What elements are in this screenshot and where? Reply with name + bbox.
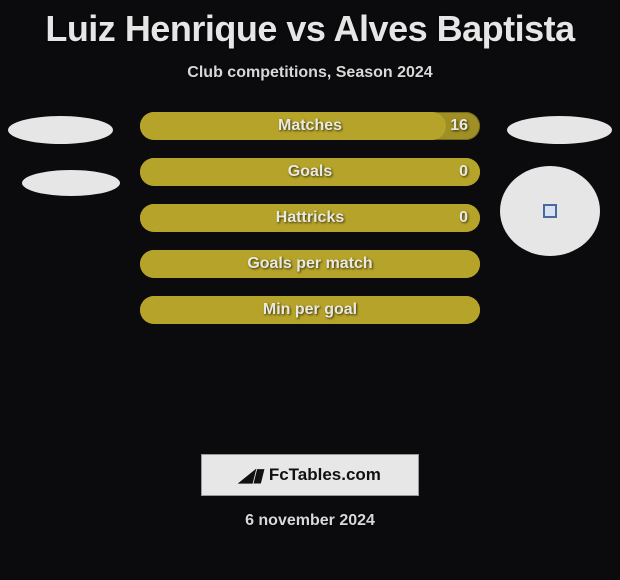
stat-bar-value-right: 16 [450,117,468,135]
stat-bar-label: Matches [278,117,342,135]
player-left-shape-1 [8,116,113,144]
player-right-avatar-circle [500,166,600,256]
brand-logo-icon: ◢▮ [239,465,263,486]
question-icon [543,204,557,218]
stat-bar: Hattricks 0 [140,204,480,232]
stat-bar-value-right: 0 [459,163,468,181]
stat-bar-label: Hattricks [276,209,344,227]
brand-logo-text: FcTables.com [269,465,381,485]
stat-bar-label: Goals [288,163,332,181]
subtitle: Club competitions, Season 2024 [0,64,620,82]
stat-bar-label: Goals per match [247,255,372,273]
date-text: 6 november 2024 [0,512,620,530]
stat-bar-label: Min per goal [263,301,357,319]
stat-bar: Matches 16 [140,112,480,140]
stat-bar: Goals 0 [140,158,480,186]
page-title: Luiz Henrique vs Alves Baptista [0,0,620,50]
player-left-shape-2 [22,170,120,196]
stat-bar-value-right: 0 [459,209,468,227]
stat-bar: Goals per match [140,250,480,278]
stat-bars: Matches 16 Goals 0 Hattricks 0 Goals per match… [140,112,480,342]
comparison-stage: Matches 16 Goals 0 Hattricks 0 Goals per match… [0,112,620,452]
brand-logo: ◢▮ FcTables.com [201,454,419,496]
player-right-shape-1 [507,116,612,144]
stat-bar: Min per goal [140,296,480,324]
